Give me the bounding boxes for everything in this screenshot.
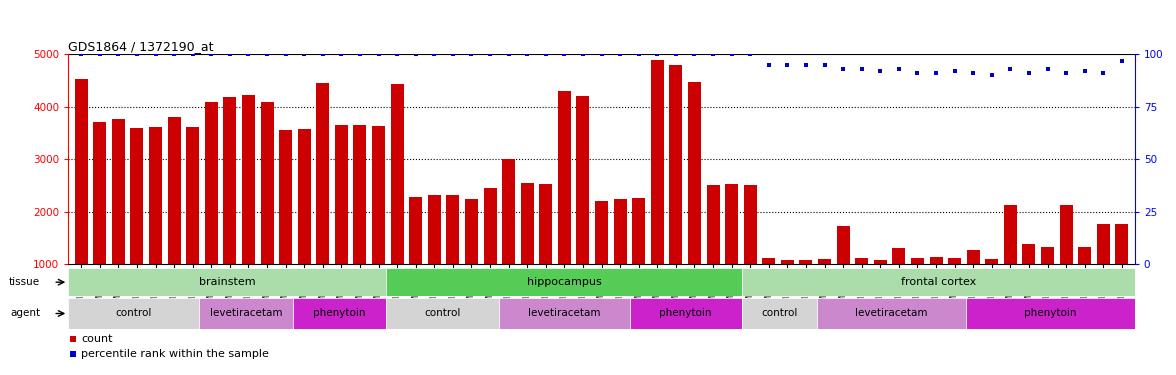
Bar [540, 184, 553, 317]
Bar [298, 129, 310, 317]
Bar [499, 298, 629, 329]
Bar [743, 185, 756, 317]
Bar [205, 102, 218, 317]
Bar [967, 298, 1135, 329]
Bar [149, 127, 162, 317]
Bar [1041, 246, 1054, 317]
Bar [131, 128, 143, 317]
Bar [390, 84, 403, 317]
Bar [75, 79, 88, 317]
Text: phenytoin: phenytoin [313, 309, 366, 318]
Bar [465, 199, 477, 317]
Bar [68, 268, 387, 296]
Bar [1022, 244, 1035, 317]
Bar [1060, 205, 1073, 317]
Bar [502, 159, 515, 317]
Bar [576, 96, 589, 317]
Bar [1097, 225, 1110, 317]
Bar [168, 117, 181, 317]
Text: levetiracetam: levetiracetam [528, 309, 601, 318]
Text: hippocampus: hippocampus [527, 277, 601, 287]
Bar [1004, 205, 1017, 317]
Bar [595, 201, 608, 317]
Bar [800, 260, 813, 317]
Bar [614, 199, 627, 317]
Text: agent: agent [11, 309, 40, 318]
Bar [199, 298, 293, 329]
Text: levetiracetam: levetiracetam [209, 309, 282, 318]
Bar [316, 83, 329, 317]
Bar [855, 258, 868, 317]
Text: brainstem: brainstem [199, 277, 255, 287]
Bar [911, 258, 924, 317]
Bar [409, 197, 422, 317]
Bar [650, 60, 663, 317]
Bar [893, 248, 906, 317]
Bar [742, 268, 1135, 296]
Bar [929, 257, 942, 317]
Bar [372, 126, 385, 317]
Bar [68, 298, 199, 329]
Bar [483, 188, 496, 317]
Bar [112, 120, 125, 317]
Bar [742, 298, 816, 329]
Bar [688, 82, 701, 317]
Bar [279, 130, 292, 317]
Bar [707, 184, 720, 317]
Bar [335, 125, 348, 317]
Bar [948, 258, 961, 317]
Bar [557, 91, 570, 317]
Text: tissue: tissue [9, 277, 40, 287]
Text: count: count [81, 334, 113, 344]
Bar [521, 183, 534, 317]
Bar [836, 226, 849, 317]
Bar [387, 268, 742, 296]
Bar [629, 298, 742, 329]
Bar [816, 298, 967, 329]
Bar [967, 250, 980, 317]
Text: frontal cortex: frontal cortex [901, 277, 976, 287]
Text: GDS1864 / 1372190_at: GDS1864 / 1372190_at [68, 40, 214, 53]
Text: control: control [425, 309, 461, 318]
Text: control: control [115, 309, 152, 318]
Bar [1078, 246, 1091, 317]
Text: control: control [761, 309, 797, 318]
Bar [669, 65, 682, 317]
Bar [186, 127, 199, 317]
Text: phenytoin: phenytoin [1024, 309, 1077, 318]
Bar [447, 195, 460, 317]
Bar [387, 298, 499, 329]
Bar [354, 125, 367, 317]
Bar [1115, 225, 1128, 317]
Bar [261, 102, 274, 317]
Bar [428, 195, 441, 317]
Bar [985, 259, 998, 317]
Bar [726, 184, 739, 317]
Text: percentile rank within the sample: percentile rank within the sample [81, 349, 269, 359]
Bar [874, 260, 887, 317]
Bar [762, 258, 775, 317]
Bar [633, 198, 646, 317]
Bar [93, 122, 106, 317]
Text: levetiracetam: levetiracetam [855, 309, 928, 318]
Bar [293, 298, 387, 329]
Text: phenytoin: phenytoin [660, 309, 711, 318]
Bar [781, 260, 794, 317]
Bar [223, 98, 236, 317]
Bar [242, 95, 255, 317]
Bar [818, 259, 831, 317]
